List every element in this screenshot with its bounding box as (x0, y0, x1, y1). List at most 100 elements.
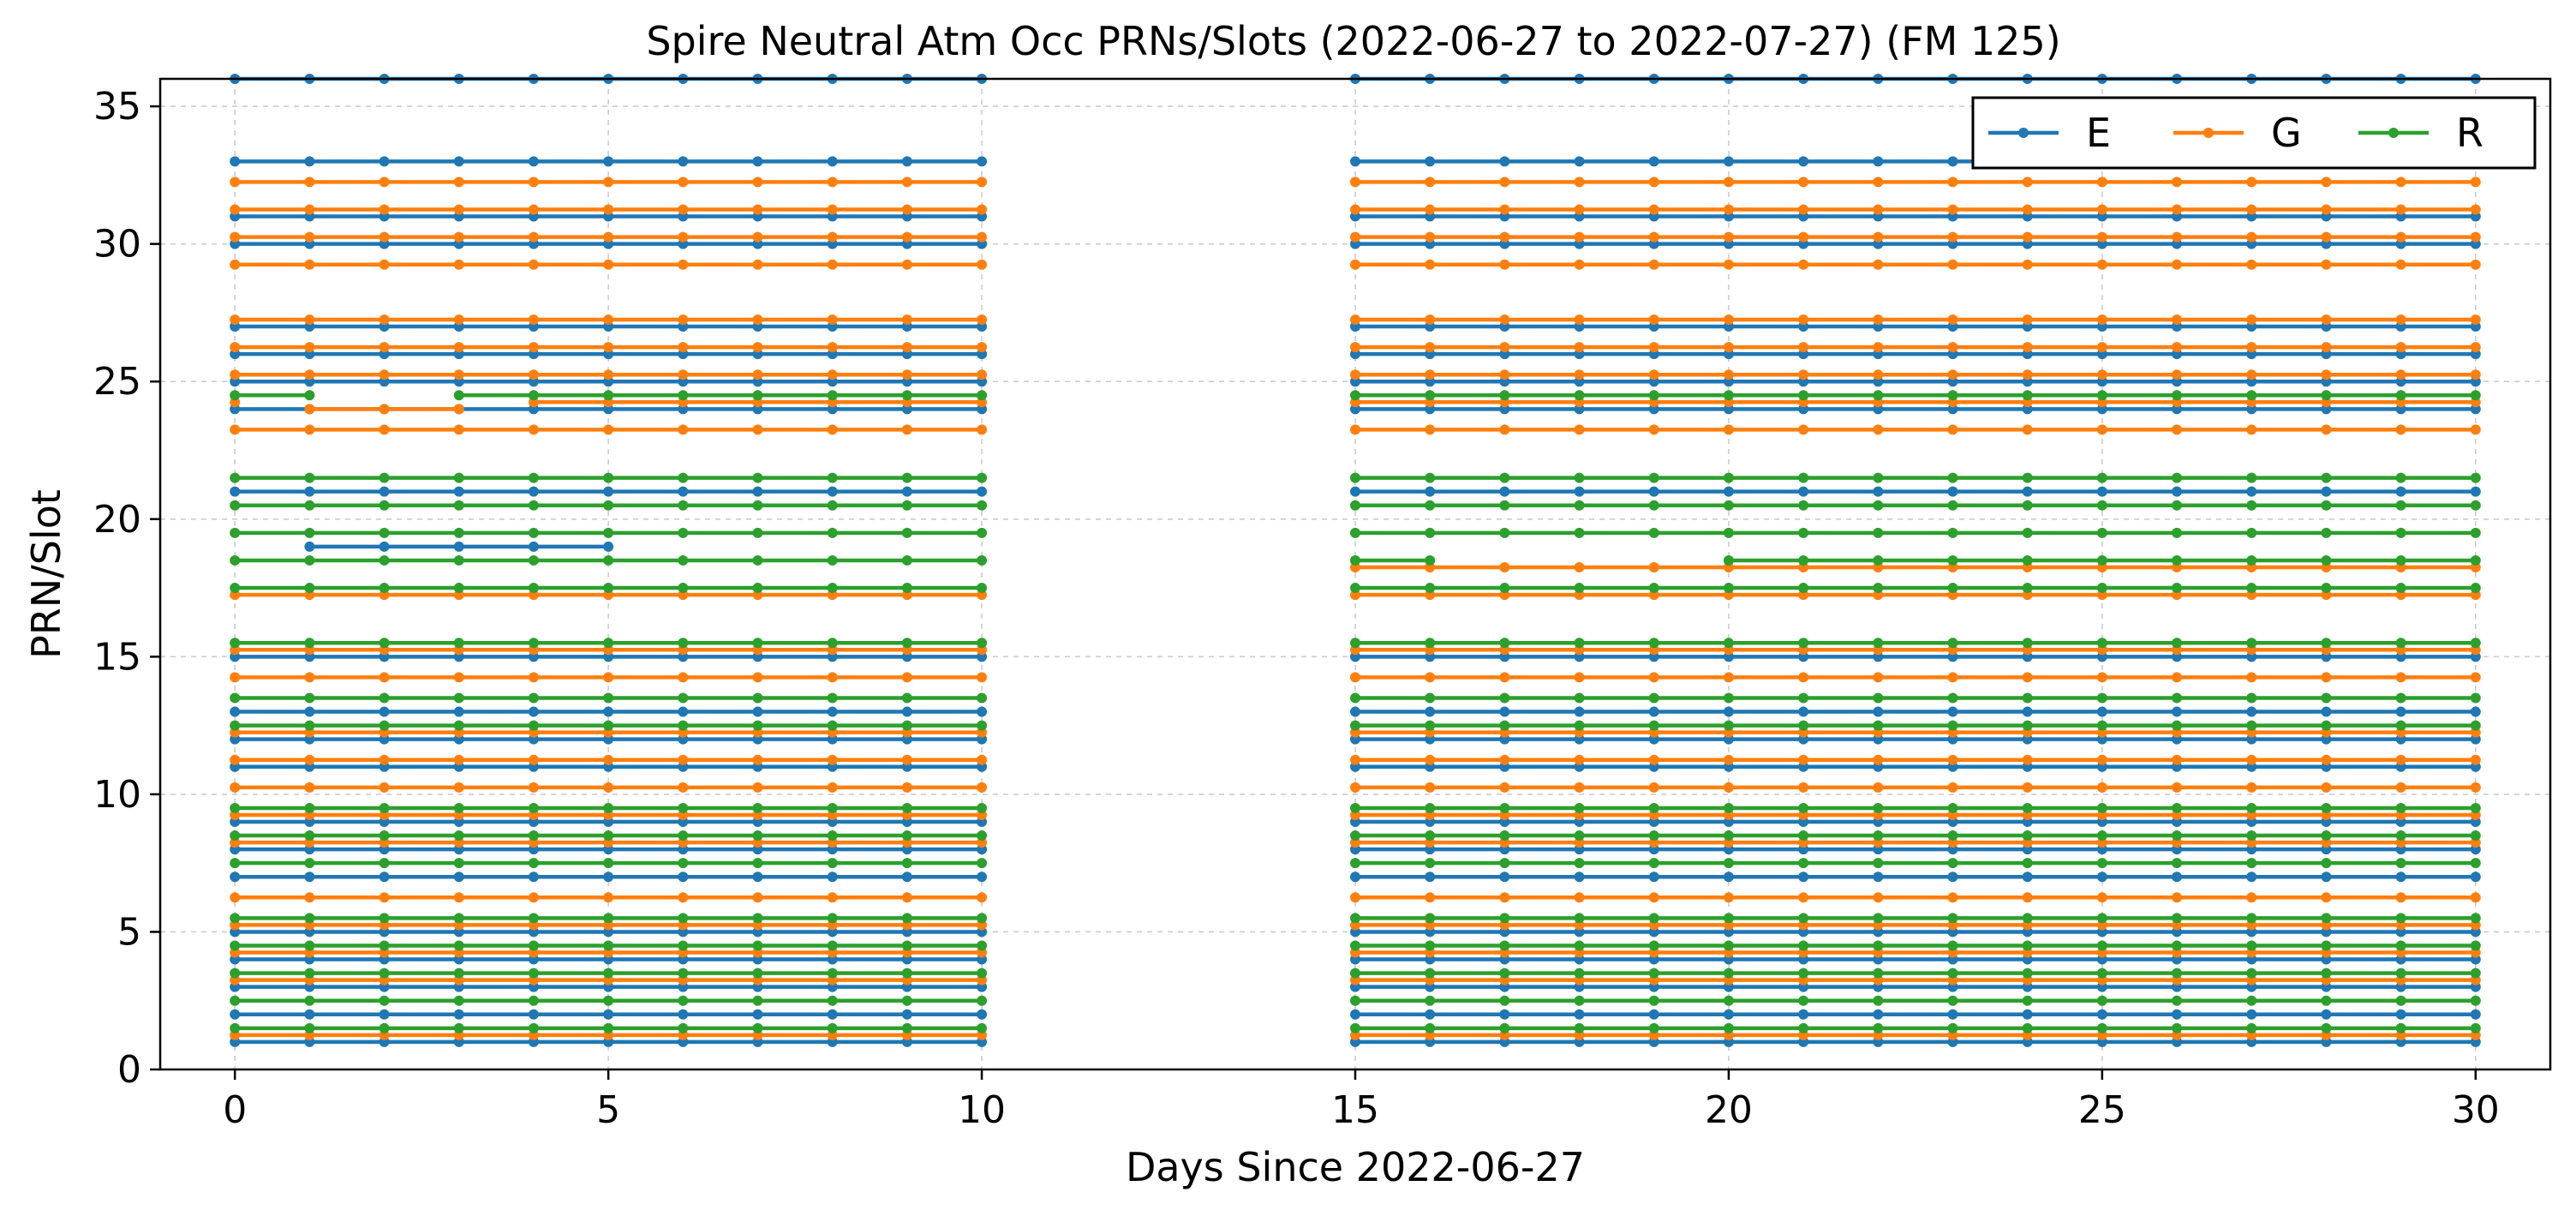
series-R-point (1873, 472, 1884, 483)
series-R-point (304, 858, 315, 869)
series-R-point (1798, 1022, 1809, 1033)
series-R-point (1574, 638, 1585, 649)
series-E-point (2096, 486, 2107, 497)
series-G-point (2395, 672, 2406, 683)
series-R-point (1798, 390, 1809, 401)
series-G-point (453, 259, 464, 270)
series-E-point (2321, 706, 2332, 717)
series-R-point (230, 720, 241, 731)
series-G-point (2096, 342, 2107, 353)
series-R-point (1350, 472, 1360, 483)
series-R-point (1499, 390, 1510, 401)
series-R-point (379, 940, 390, 951)
series-R-point (2395, 638, 2406, 649)
series-R-point (2096, 830, 2107, 842)
series-G-point (528, 754, 539, 765)
series-R-point (2321, 1022, 2332, 1033)
series-G-point (304, 204, 315, 215)
series-G-point (2470, 204, 2481, 215)
series-G-point (304, 177, 315, 188)
series-R-point (1350, 940, 1360, 951)
series-R-point (230, 1022, 241, 1033)
series-R-point (1499, 583, 1510, 594)
series-R-point (1425, 940, 1436, 951)
series-E-point (901, 706, 912, 717)
series-R-point (2470, 940, 2481, 951)
series-E-point (1723, 156, 1734, 167)
series-R-point (2321, 472, 2332, 483)
series-R-point (977, 390, 988, 401)
series-R-point (603, 390, 614, 401)
series-E-point (901, 156, 912, 167)
series-R-point (2321, 692, 2332, 704)
series-G-point (1425, 672, 1436, 683)
series-R-point (1350, 554, 1360, 566)
series-R-point (1425, 720, 1436, 731)
series-R-point (827, 527, 838, 538)
series-E-point (304, 706, 315, 717)
series-R-point (230, 830, 241, 842)
series-G-point (901, 754, 912, 765)
series-G-point (827, 177, 838, 188)
series-G-point (2096, 204, 2107, 215)
series-R-point (2022, 583, 2033, 594)
series-G-point (2246, 204, 2257, 215)
series-G-point (2022, 231, 2033, 243)
series-R-point (1723, 472, 1734, 483)
series-R-point (304, 390, 315, 401)
series-G-point (2172, 204, 2183, 215)
series-G-point (901, 342, 912, 353)
series-R-point (1873, 390, 1884, 401)
series-R-point (230, 913, 241, 924)
series-G-point (603, 231, 614, 243)
series-R-point (1425, 500, 1436, 511)
series-G-point (2246, 424, 2257, 435)
series-E-point (2172, 872, 2183, 883)
series-G-point (678, 369, 689, 380)
series-G-point (1350, 204, 1360, 215)
series-R-point (2022, 802, 2033, 813)
series-E-point (1723, 1009, 1734, 1020)
series-E-point (304, 156, 315, 167)
series-G-point (901, 259, 912, 270)
series-G-point (827, 369, 838, 380)
series-R-point (1947, 583, 1958, 594)
series-R-point (2321, 720, 2332, 731)
series-R-point (453, 527, 464, 538)
series-E-point (678, 156, 689, 167)
series-G-point (901, 204, 912, 215)
series-R-point (1648, 692, 1659, 704)
series-E-point (977, 156, 988, 167)
series-G-point (528, 424, 539, 435)
series-R-point (453, 995, 464, 1006)
series-R-point (1947, 995, 1958, 1006)
series-R-point (678, 583, 689, 594)
series-E-point (453, 1009, 464, 1020)
series-G-point (453, 231, 464, 243)
series-G-point (2022, 754, 2033, 765)
series-E-point (1425, 706, 1436, 717)
series-R-point (2470, 390, 2481, 401)
series-R-point (1574, 1022, 1585, 1033)
series-E-point (827, 1009, 838, 1020)
series-R-point (678, 554, 689, 566)
series-R-point (1648, 967, 1659, 979)
series-G-point (453, 782, 464, 793)
series-R-point (1350, 638, 1360, 649)
series-R-point (2172, 967, 2183, 979)
series-R-point (1574, 472, 1585, 483)
series-G-point (2172, 369, 2183, 380)
series-G-point (1873, 892, 1884, 903)
series-E-point (2246, 706, 2257, 717)
series-R-point (379, 913, 390, 924)
series-R-point (1648, 995, 1659, 1006)
series-R-point (1499, 940, 1510, 951)
legend-label-E: E (2086, 110, 2111, 156)
series-E-point (1873, 1009, 1884, 1020)
series-G-point (1499, 177, 1510, 188)
series-R-point (2395, 527, 2406, 538)
series-R-point (827, 638, 838, 649)
series-G-point (379, 424, 390, 435)
series-R-point (230, 554, 241, 566)
